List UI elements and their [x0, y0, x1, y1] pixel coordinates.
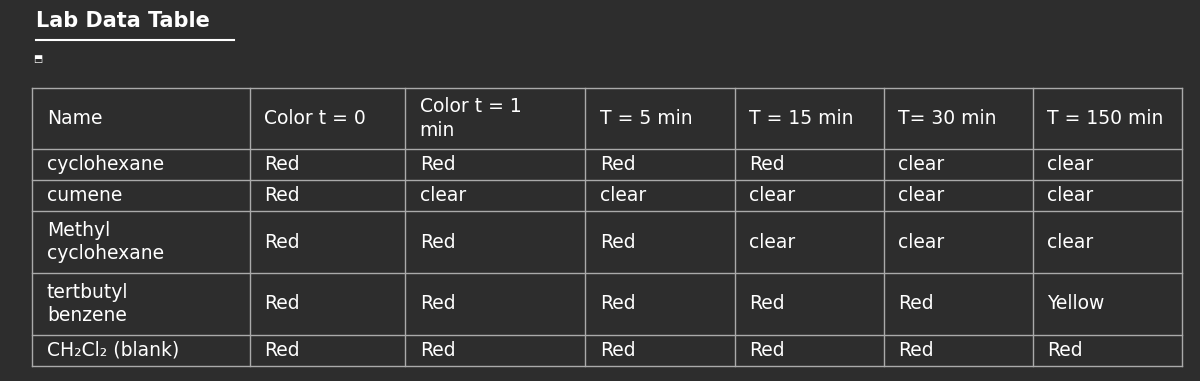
Text: Red: Red: [600, 233, 636, 251]
Text: Red: Red: [420, 233, 455, 251]
Text: T = 150 min: T = 150 min: [1048, 109, 1164, 128]
Text: Red: Red: [749, 295, 785, 314]
Text: Red: Red: [264, 155, 300, 174]
Text: Red: Red: [420, 295, 455, 314]
Text: Red: Red: [264, 341, 300, 360]
Text: clear: clear: [1048, 186, 1093, 205]
Text: Red: Red: [600, 295, 636, 314]
Text: Red: Red: [264, 233, 300, 251]
Text: Red: Red: [420, 341, 455, 360]
Text: Red: Red: [600, 341, 636, 360]
Text: Methyl
cyclohexane: Methyl cyclohexane: [47, 221, 164, 263]
Text: CH₂Cl₂ (blank): CH₂Cl₂ (blank): [47, 341, 179, 360]
Text: Red: Red: [898, 295, 934, 314]
Text: clear: clear: [1048, 233, 1093, 251]
Text: Red: Red: [600, 155, 636, 174]
Text: clear: clear: [749, 186, 796, 205]
Text: clear: clear: [420, 186, 466, 205]
Text: Red: Red: [264, 295, 300, 314]
Text: T = 15 min: T = 15 min: [749, 109, 853, 128]
Text: Yellow: Yellow: [1048, 295, 1105, 314]
Text: Name: Name: [47, 109, 102, 128]
Text: Color t = 1
min: Color t = 1 min: [420, 97, 521, 140]
Text: Red: Red: [749, 341, 785, 360]
Text: Color t = 0: Color t = 0: [264, 109, 366, 128]
Text: Red: Red: [1048, 341, 1082, 360]
Text: cumene: cumene: [47, 186, 122, 205]
Text: clear: clear: [898, 155, 944, 174]
Text: clear: clear: [898, 186, 944, 205]
Text: cyclohexane: cyclohexane: [47, 155, 164, 174]
Text: Red: Red: [749, 155, 785, 174]
Text: clear: clear: [749, 233, 796, 251]
Text: clear: clear: [600, 186, 646, 205]
Text: tertbutyl
benzene: tertbutyl benzene: [47, 283, 128, 325]
Text: ⬒: ⬒: [34, 54, 43, 64]
Text: clear: clear: [1048, 155, 1093, 174]
Text: T= 30 min: T= 30 min: [898, 109, 997, 128]
Text: Red: Red: [898, 341, 934, 360]
Text: T = 5 min: T = 5 min: [600, 109, 692, 128]
Text: clear: clear: [898, 233, 944, 251]
Text: Lab Data Table: Lab Data Table: [36, 11, 210, 31]
Text: Red: Red: [420, 155, 455, 174]
Text: Red: Red: [264, 186, 300, 205]
